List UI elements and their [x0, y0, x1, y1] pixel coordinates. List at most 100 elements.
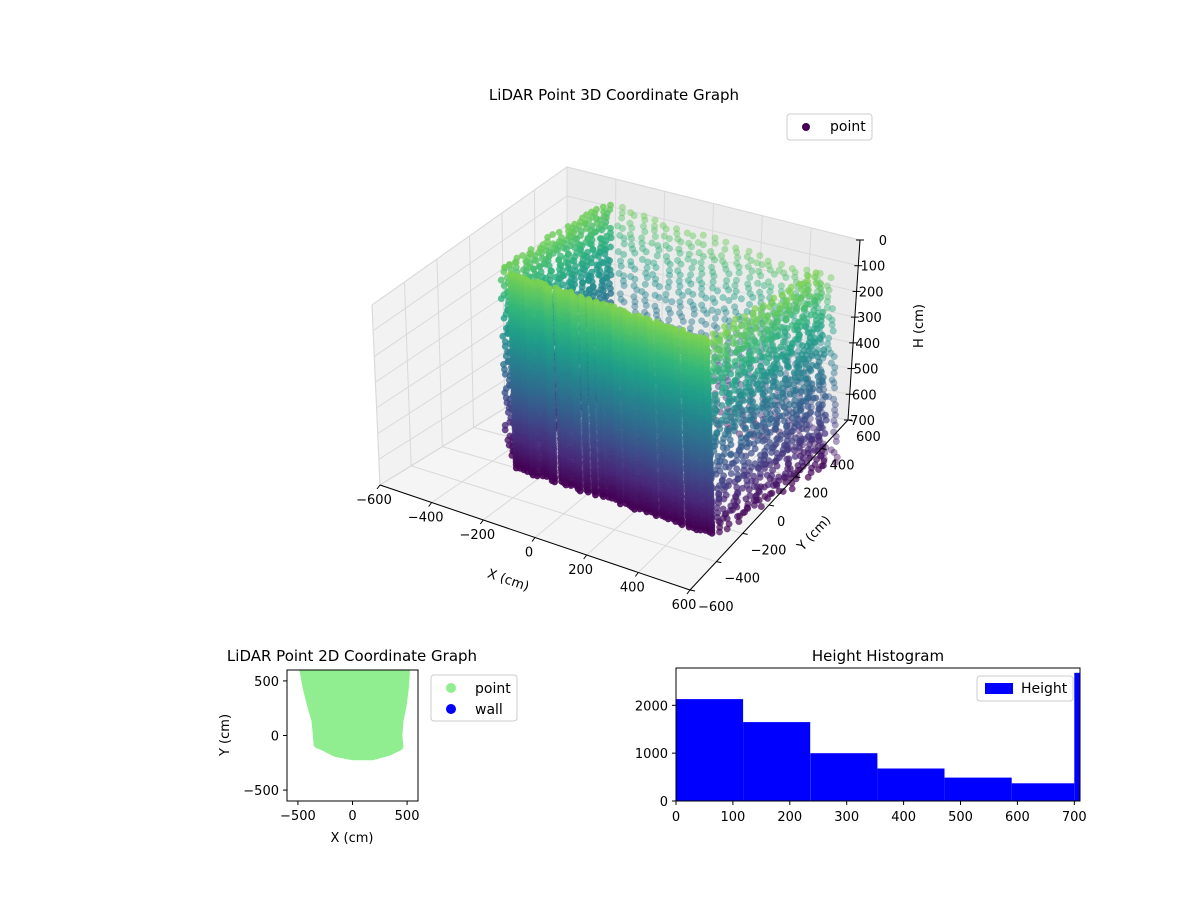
cloud-point-3d: [620, 282, 628, 290]
cloud-point-3d: [690, 258, 698, 266]
cloud-point-3d: [827, 446, 835, 454]
cloud-point-3d: [732, 287, 740, 295]
cloud-point-3d: [741, 425, 749, 433]
cloud-point-3d: [685, 250, 693, 258]
cloud-point-3d: [757, 503, 765, 511]
cloud-point-3d: [639, 222, 648, 230]
cloud-point-3d: [708, 263, 716, 271]
cloud-point-3d: [722, 238, 730, 246]
cloud-point-3d: [654, 242, 662, 250]
cloud-point-3d: [665, 278, 673, 286]
cloud-point-3d: [652, 311, 661, 319]
cloud-point-3d: [723, 276, 731, 285]
cloud-point-3d: [626, 219, 634, 227]
cloud-point-3d: [640, 212, 648, 220]
cloud-point-3d: [721, 245, 729, 253]
cloud-point-3d: [659, 222, 667, 230]
cloud-point-3d: [716, 351, 725, 359]
cloud-point-3d: [735, 269, 743, 277]
cloud-point-3d: [746, 290, 754, 298]
cloud-point-3d: [825, 286, 833, 294]
cloud-point-3d: [807, 311, 815, 319]
cloud-point-3d: [620, 234, 628, 242]
cloud-point-3d: [732, 244, 740, 252]
cloud-point-3d: [695, 275, 703, 284]
cloud-point-3d: [720, 305, 728, 313]
cloud-point-3d: [679, 317, 687, 325]
cloud-point-3d: [512, 258, 520, 266]
cloud-point-3d: [686, 298, 694, 306]
cloud-point-3d: [641, 291, 649, 299]
cloud-point-3d: [617, 262, 625, 270]
cloud-point-3d: [745, 247, 753, 255]
cloud-point-3d: [830, 448, 838, 456]
cloud-point-3d: [780, 269, 788, 277]
cloud-point-3d: [781, 474, 789, 482]
cloud-point-3d: [741, 369, 749, 377]
cloud-point-3d: [798, 425, 806, 433]
cloud-point-3d: [719, 294, 727, 302]
cloud-point-3d: [683, 229, 691, 237]
cloud-point-3d: [747, 257, 755, 265]
cloud-point-3d: [709, 330, 717, 338]
cloud-point-3d: [652, 275, 660, 283]
cloud-point-3d: [710, 272, 718, 280]
cloud-point-3d: [771, 323, 779, 331]
cloud-point-3d: [674, 235, 682, 243]
cloud-point-3d: [792, 420, 800, 428]
cloud-point-3d: [713, 287, 722, 295]
cloud-point-3d: [674, 256, 682, 264]
cloud-point-3d: [699, 252, 707, 261]
cloud-point-3d: [698, 290, 706, 299]
cloud-point-3d: [618, 203, 626, 211]
cloud-point-3d: [627, 209, 635, 217]
cloud-point-3d: [629, 245, 637, 253]
cloud-point-3d: [616, 290, 624, 298]
cloud-point-3d: [791, 452, 799, 460]
grid-line-z: [372, 195, 859, 332]
cloud-point-3d: [663, 257, 671, 265]
cloud-point-3d: [641, 297, 649, 305]
cloud-point-3d: [497, 295, 505, 303]
cloud-point-3d: [788, 485, 796, 493]
cloud-point-3d: [784, 349, 792, 357]
cloud-point-3d: [831, 401, 839, 409]
cloud-point-3d: [727, 470, 735, 478]
cloud-point-3d: [778, 291, 786, 299]
cloud-point-3d: [606, 243, 615, 251]
cloud-point-3d: [756, 470, 764, 478]
cloud-point-3d: [687, 271, 695, 279]
cloud-point-3d: [710, 321, 718, 329]
cloud-point-3d: [791, 373, 799, 382]
cloud-point-3d: [831, 458, 839, 467]
cloud-point-3d: [722, 282, 730, 290]
cloud-point-3d: [652, 263, 660, 272]
cloud-point-3d: [619, 277, 627, 285]
cloud-point-3d: [694, 238, 702, 247]
cloud-point-3d: [643, 508, 651, 516]
cloud-point-3d: [649, 270, 657, 279]
cloud-point-3d: [714, 308, 722, 316]
cloud-point-3d: [732, 348, 740, 357]
cloud-point-3d: [828, 321, 836, 329]
cloud-point-3d: [711, 298, 719, 306]
cloud-point-3d: [791, 443, 799, 451]
cloud-point-3d: [732, 276, 741, 284]
cloud-point-3d: [749, 403, 757, 411]
cloud-point-3d: [745, 284, 753, 292]
cloud-point-3d: [733, 465, 741, 473]
cloud-point-3d: [767, 283, 775, 291]
cloud-point-3d: [655, 293, 663, 301]
cloud-point-3d: [698, 280, 706, 288]
cloud-point-3d: [757, 293, 765, 301]
cloud-point-3d: [715, 481, 723, 490]
cloud-point-3d: [662, 241, 670, 249]
cloud-point-3d: [689, 290, 697, 298]
cloud-point-3d: [782, 316, 790, 324]
cloud-point-3d: [833, 453, 841, 461]
cloud-point-3d: [749, 389, 757, 398]
cloud-point-3d: [812, 279, 820, 287]
cloud-point-3d: [500, 282, 508, 290]
cloud-point-3d: [756, 252, 764, 260]
cloud-point-3d: [765, 262, 773, 270]
